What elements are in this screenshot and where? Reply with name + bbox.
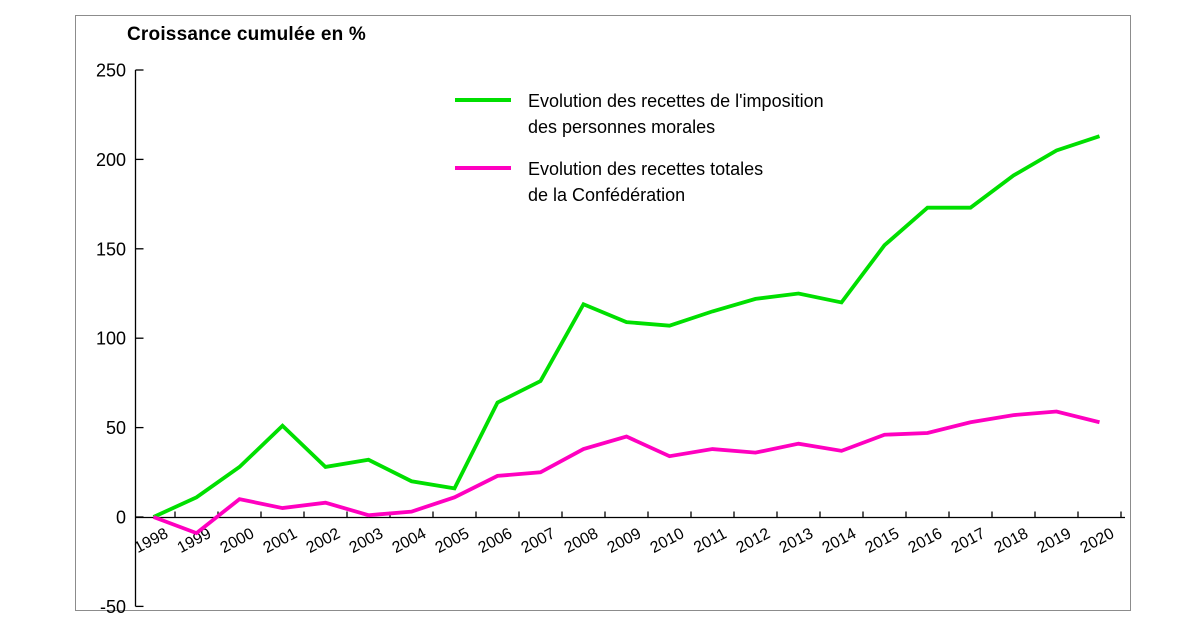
x-axis-year-label: 2019	[1035, 525, 1074, 557]
legend-label-line: Evolution des recettes totales	[528, 159, 764, 179]
y-axis-tick-label: 100	[96, 329, 126, 349]
x-axis-year-label: 2017	[949, 525, 988, 557]
legend-line-sample-magenta	[455, 166, 511, 170]
chart-title: Croissance cumulée en %	[127, 24, 367, 45]
legend-label-line: des personnes morales	[528, 117, 716, 137]
legend-label-line: Evolution des recettes de l'imposition	[528, 91, 824, 111]
x-axis-year-label: 2006	[476, 525, 515, 557]
x-axis-year-label: 2016	[906, 525, 945, 557]
x-axis-year-label: 1999	[175, 525, 214, 557]
series-line-0	[152, 134, 1101, 519]
series-line-1	[152, 409, 1100, 536]
x-axis-year-label: 2013	[777, 525, 816, 557]
x-axis-year-label: 2003	[347, 525, 386, 557]
legend-entry-recettes-totales: Evolution des recettes totales de la Con…	[455, 156, 824, 208]
x-axis-year-label: 2005	[433, 525, 472, 557]
y-axis-tick-label: 0	[116, 508, 126, 528]
x-axis-year-label: 2008	[562, 525, 601, 557]
y-axis-tick-label: 250	[96, 61, 126, 81]
legend-line-sample-green	[455, 98, 511, 102]
x-axis-year-label: 2004	[390, 525, 429, 557]
x-axis-year-label: 2014	[820, 525, 859, 557]
x-axis-year-label: 2018	[992, 525, 1031, 557]
legend-entry-personnes-morales: Evolution des recettes de l'imposition d…	[455, 88, 824, 140]
x-axis-year-label: 2007	[519, 525, 558, 557]
x-axis-year-label: 2012	[734, 525, 773, 557]
x-axis-year-label: 2002	[304, 525, 343, 557]
x-axis-year-label: 2001	[261, 525, 300, 557]
x-axis-year-label: 2015	[863, 525, 902, 557]
y-axis-tick-label: 150	[96, 239, 126, 259]
y-axis-tick-label: 50	[106, 418, 126, 438]
x-axis-year-label: 2010	[648, 525, 687, 557]
y-axis-tick-label: -50	[100, 597, 126, 617]
y-axis-tick-label: 200	[96, 150, 126, 170]
x-axis-year-label: 2020	[1078, 525, 1117, 557]
x-axis-year-label: 2011	[691, 525, 729, 556]
x-axis-year-label: 1998	[132, 525, 171, 557]
x-axis-year-label: 2009	[605, 525, 644, 557]
x-axis-year-label: 2000	[218, 525, 257, 557]
legend-label-line: de la Confédération	[528, 185, 686, 205]
chart-legend: Evolution des recettes de l'imposition d…	[455, 88, 824, 208]
